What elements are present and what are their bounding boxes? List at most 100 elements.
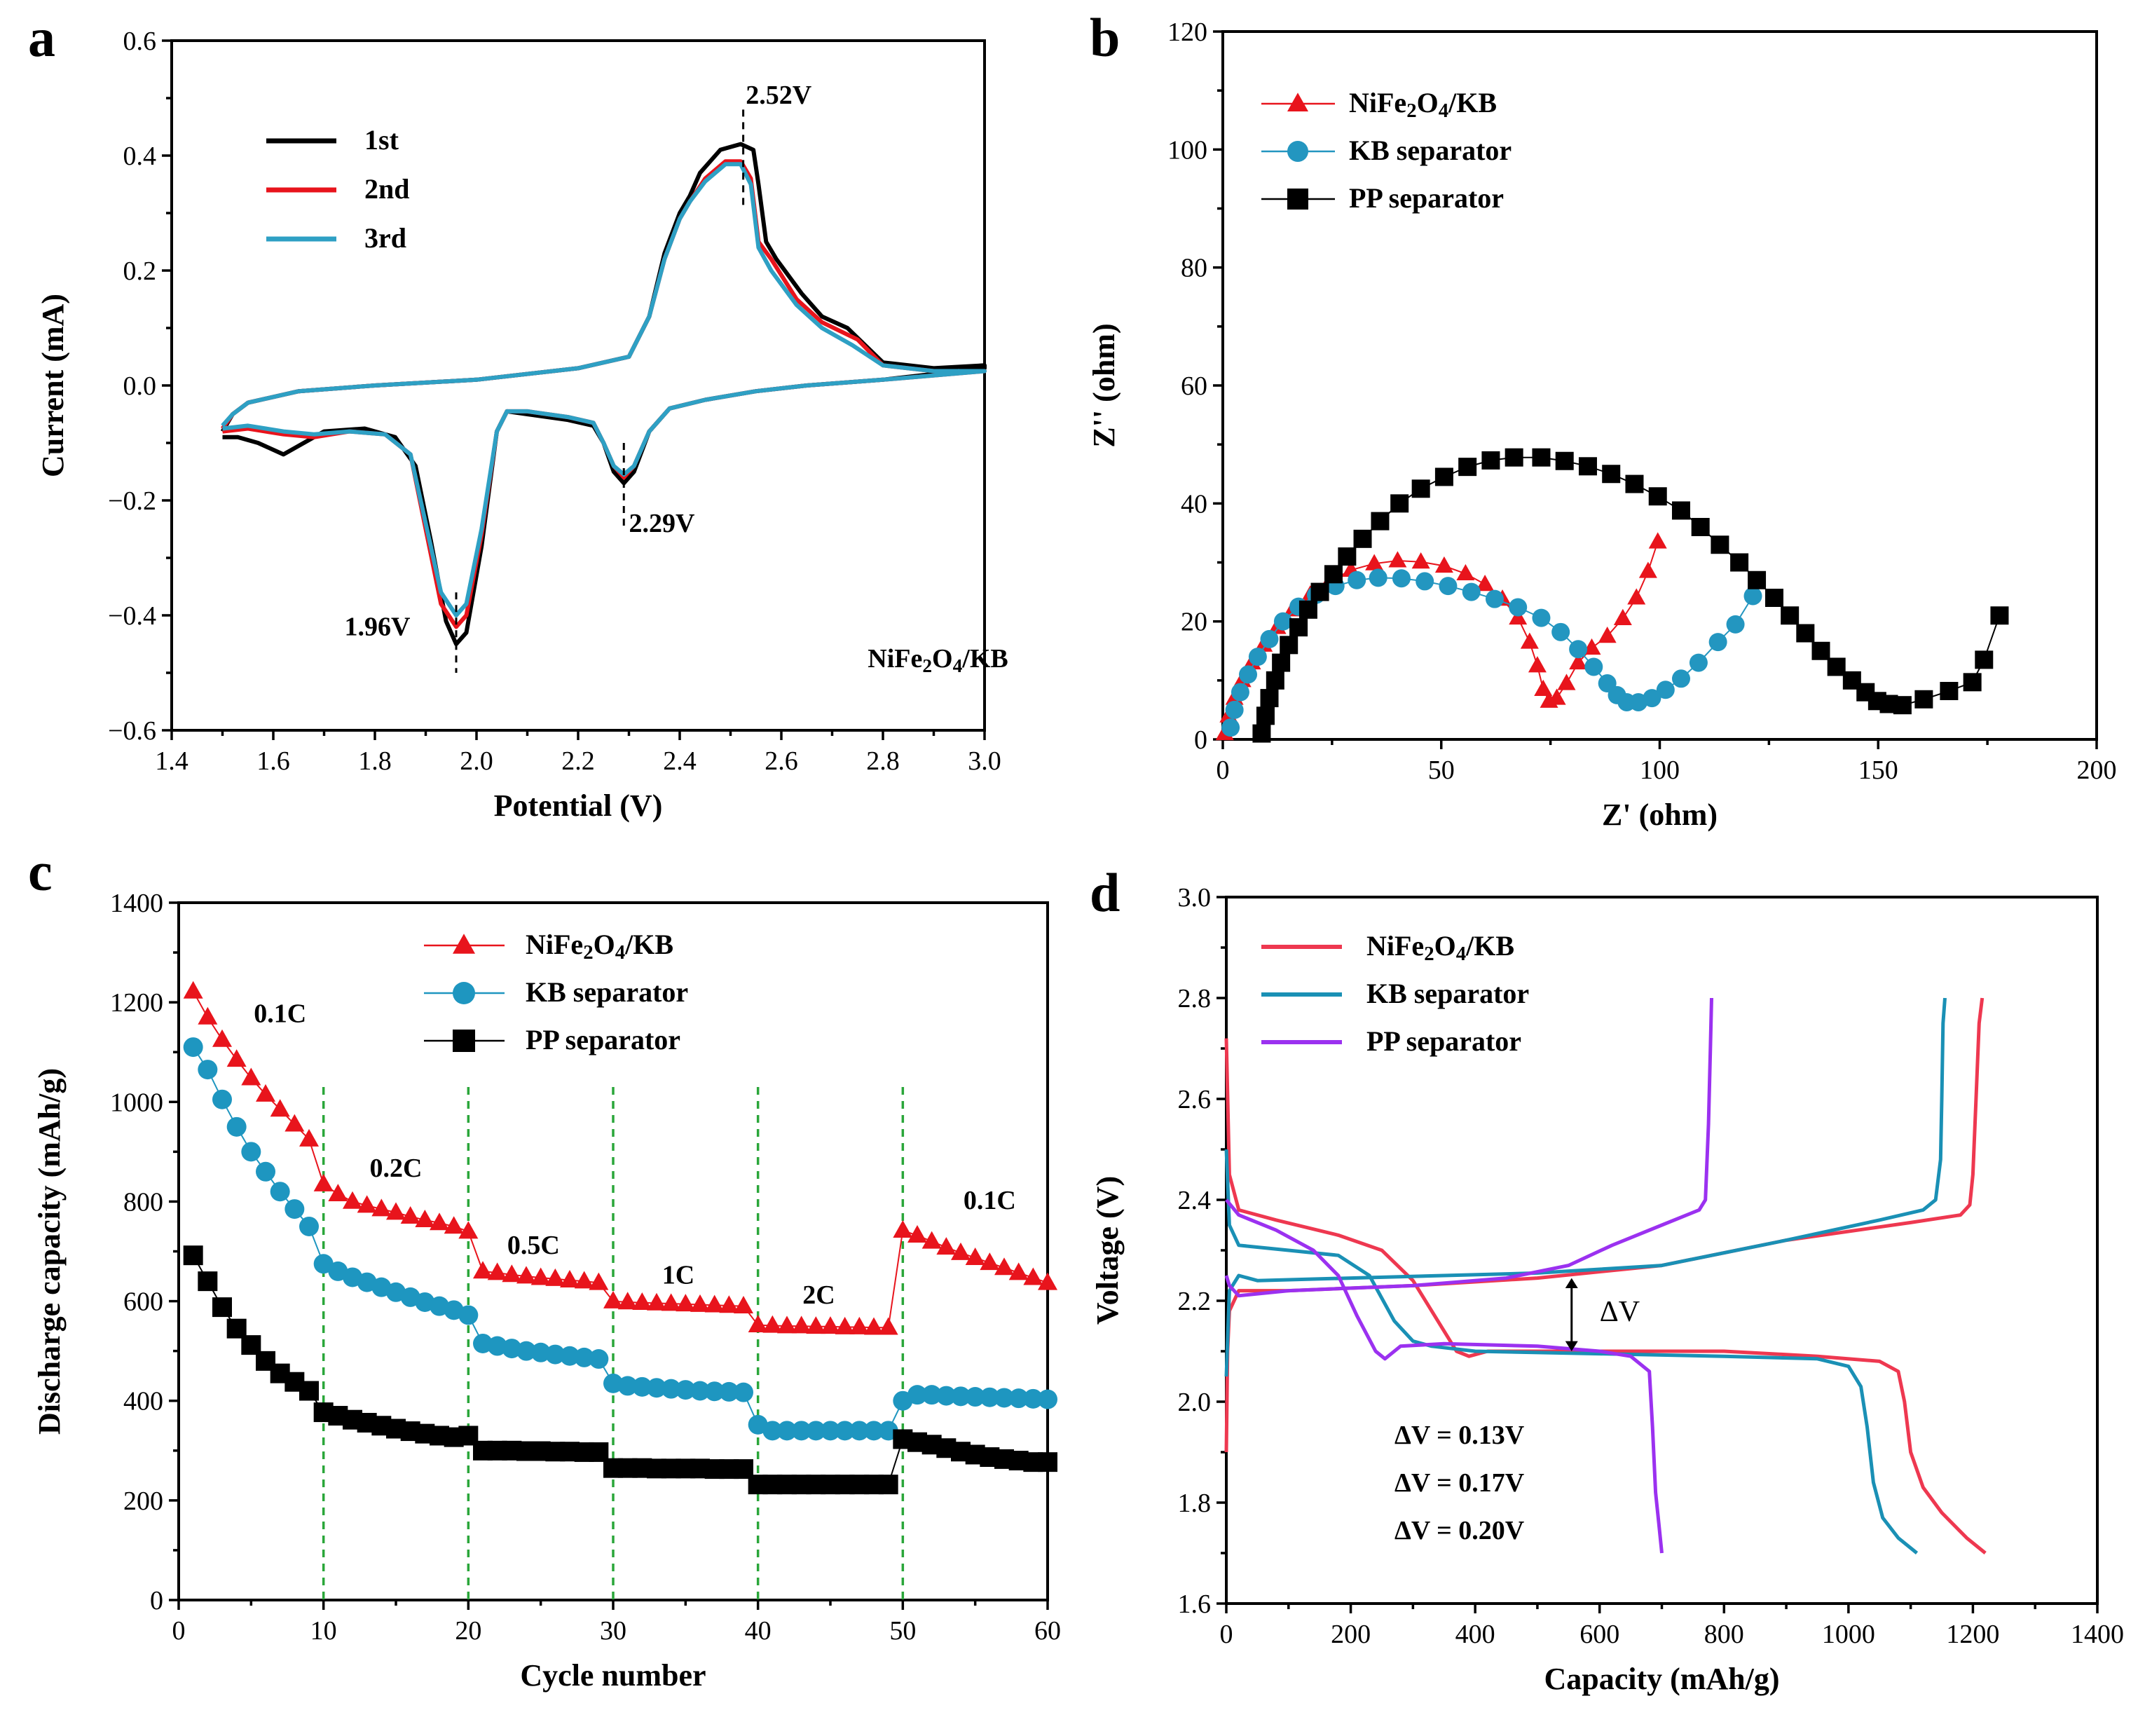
data-point: [806, 1421, 826, 1441]
y-tick-label: 1400: [110, 889, 163, 918]
legend-marker-NiFe₂O₄/KB: [1287, 93, 1308, 112]
data-point: [1273, 612, 1292, 631]
data-point: [1365, 554, 1384, 570]
plot-frame: [1225, 896, 2099, 1605]
data-point: [1458, 458, 1477, 477]
data-point: [647, 1378, 666, 1398]
data-point: [1248, 648, 1267, 667]
y-tick-label: 1000: [110, 1088, 163, 1117]
data-point: [690, 1381, 710, 1401]
data-point: [1602, 465, 1621, 484]
data-point: [676, 1294, 696, 1312]
data-point: [1534, 679, 1553, 697]
data-point: [661, 1293, 681, 1311]
data-point: [864, 1421, 884, 1441]
data-point: [1689, 653, 1708, 672]
data-point: [965, 1387, 985, 1407]
data-point: [1324, 565, 1343, 584]
x-tick-label: 2.2: [561, 746, 595, 776]
data-point: [1298, 600, 1317, 619]
data-point: [371, 1198, 392, 1217]
data-point: [994, 1257, 1014, 1276]
data-point: [1239, 665, 1258, 684]
data-point: [444, 1216, 464, 1234]
data-point: [1505, 448, 1523, 467]
y-tick-label: 0: [150, 1586, 163, 1615]
data-point: [1369, 568, 1387, 587]
data-point: [1528, 656, 1547, 673]
delta-v-value: ΔV = 0.20V: [1394, 1516, 1525, 1545]
data-point: [1975, 650, 1994, 669]
data-point: [1671, 501, 1690, 520]
y-tick-label: 2.2: [1178, 1287, 1212, 1316]
data-point: [1796, 624, 1815, 643]
x-tick-label: 100: [1640, 756, 1680, 785]
data-point: [1726, 615, 1745, 634]
rate-label: 2C: [802, 1280, 835, 1310]
data-point: [1348, 570, 1366, 589]
data-point: [1582, 638, 1601, 655]
data-point: [1310, 582, 1329, 601]
data-point: [603, 1290, 623, 1308]
data-point: [1671, 669, 1690, 688]
data-point: [285, 1199, 305, 1219]
chart-panel-c: c0 10 20 30 40 50 600200400600800100012001400C…: [28, 841, 1061, 1693]
data-point: [530, 1342, 551, 1362]
legend-marker-PP separator: [1287, 189, 1308, 210]
nyquist-line-PP separator: [1261, 456, 2001, 734]
data-point: [1392, 569, 1411, 588]
data-point: [1038, 1272, 1057, 1290]
data-point: [574, 1347, 594, 1367]
y-tick-label: 0.0: [123, 371, 157, 401]
data-point: [299, 1128, 319, 1147]
y-axis-label: Discharge capacity (mAh/g): [32, 1068, 67, 1435]
data-point: [704, 1294, 725, 1313]
data-point: [921, 1231, 942, 1249]
x-tick-label: 20: [455, 1616, 481, 1646]
data-point: [1708, 633, 1727, 652]
data-point: [1272, 653, 1291, 672]
data-point: [270, 1099, 290, 1117]
delta-v-value: ΔV = 0.17V: [1394, 1468, 1525, 1498]
data-point: [400, 1206, 420, 1224]
data-point: [1547, 688, 1566, 705]
x-tick-label: 3.0: [968, 746, 1001, 776]
data-point: [1578, 457, 1597, 476]
panel-letter: b: [1090, 7, 1120, 68]
peak-label: 2.52V: [746, 81, 812, 110]
charge-curve-PP separator: [1224, 997, 1713, 1298]
data-point: [1598, 627, 1617, 643]
delta-v-arrowhead: [1565, 1341, 1578, 1351]
data-point: [343, 1191, 362, 1209]
data-point: [1456, 563, 1475, 581]
legend-label: 3rd: [364, 222, 406, 254]
delta-v-arrowhead: [1565, 1278, 1578, 1288]
data-point: [951, 1242, 971, 1260]
data-point: [1940, 681, 1959, 700]
delta-v-label: ΔV: [1600, 1296, 1640, 1328]
y-tick-label: −0.4: [108, 601, 156, 631]
data-point: [849, 1316, 870, 1334]
data-point: [1038, 1452, 1057, 1472]
data-point: [936, 1386, 957, 1406]
y-tick-label: 200: [123, 1486, 163, 1516]
data-point: [661, 1379, 681, 1399]
data-point: [198, 1271, 218, 1292]
data-point: [270, 1182, 290, 1202]
data-point: [1827, 657, 1846, 676]
legend-marker-KB separator: [453, 982, 475, 1004]
legend-label: NiFe2O4/KB: [1349, 87, 1497, 122]
data-point: [241, 1142, 261, 1162]
data-point: [1551, 622, 1570, 641]
legend-label: NiFe2O4/KB: [1366, 930, 1514, 965]
data-point: [704, 1381, 725, 1402]
data-point: [1520, 632, 1539, 649]
data-point: [603, 1373, 623, 1393]
data-point: [1569, 640, 1588, 659]
legend-label: 1st: [364, 124, 399, 156]
data-point: [1462, 582, 1481, 601]
x-axis-label: Capacity (mAh/g): [1544, 1662, 1779, 1696]
y-tick-label: 0.4: [123, 142, 157, 171]
rate-label: 0.2C: [370, 1154, 423, 1183]
data-point: [473, 1261, 493, 1279]
